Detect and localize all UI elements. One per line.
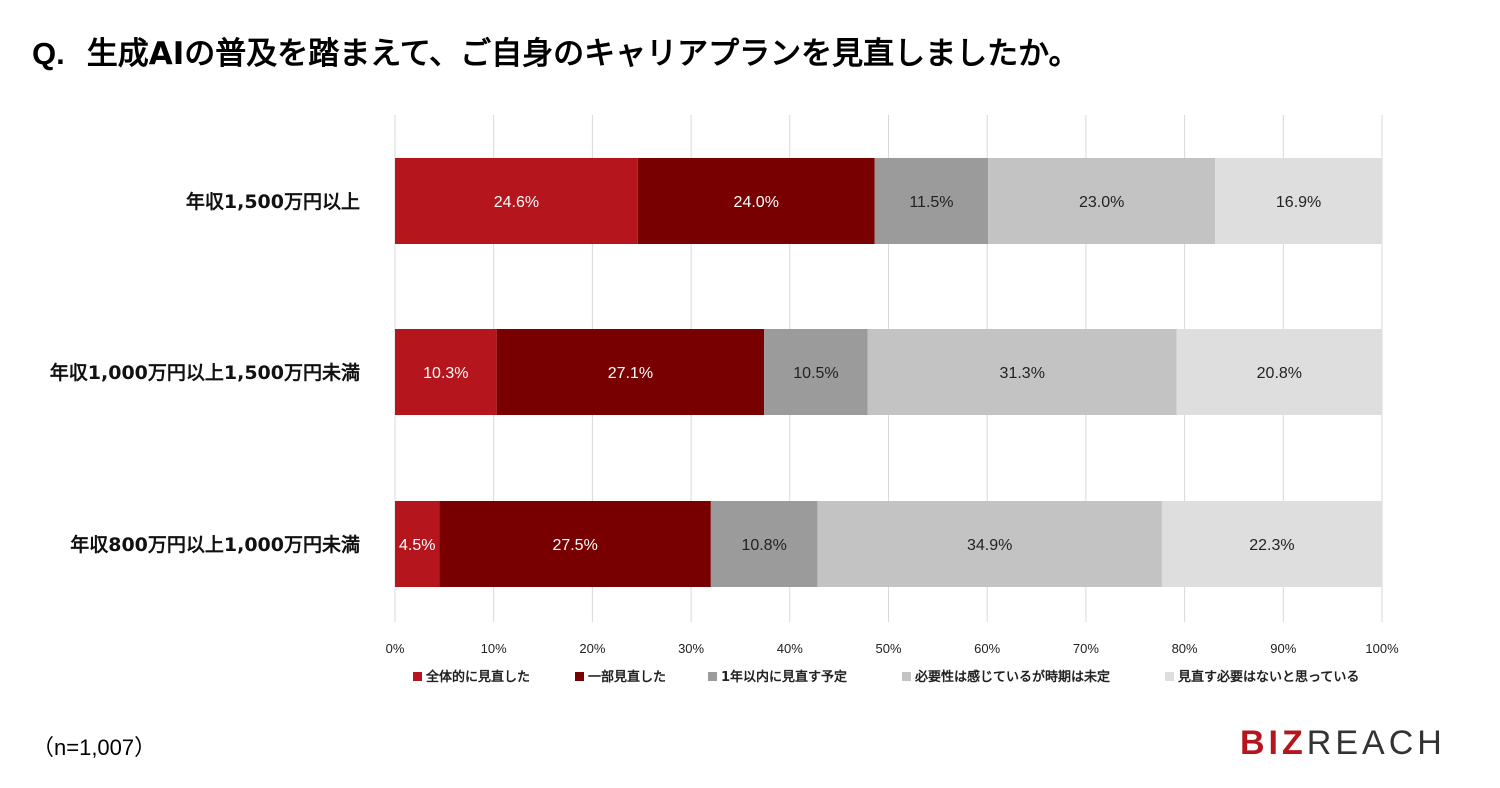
x-tick-label: 0%	[386, 641, 405, 656]
x-tick-label: 30%	[678, 641, 704, 656]
legend-swatch	[575, 672, 584, 681]
logo-biz: BIZ	[1240, 724, 1307, 762]
bizreach-logo: BIZREACH	[1240, 724, 1446, 763]
x-tick-label: 50%	[875, 641, 901, 656]
category-label: 年収800万円以上1,000万円未満	[70, 533, 360, 556]
data-label: 16.9%	[1276, 194, 1321, 211]
legend-swatch	[1165, 672, 1174, 681]
x-tick-label: 70%	[1073, 641, 1099, 656]
legend-label: 一部見直した	[588, 669, 666, 685]
sample-size-note: （n=1,007）	[32, 735, 157, 760]
legend-swatch	[708, 672, 717, 681]
data-label: 34.9%	[967, 537, 1012, 554]
data-label: 27.5%	[552, 537, 597, 554]
category-label: 年収1,000万円以上1,500万円未満	[50, 361, 360, 384]
data-label: 31.3%	[1000, 365, 1045, 382]
bar-segment	[817, 501, 1162, 587]
bar-segment	[874, 158, 989, 244]
data-label: 27.1%	[608, 365, 653, 382]
data-label: 23.0%	[1079, 194, 1124, 211]
data-label: 10.3%	[423, 365, 468, 382]
legend-label: 1年以内に見直す予定	[721, 669, 847, 685]
bar-segment	[637, 158, 875, 244]
data-label: 20.8%	[1257, 365, 1302, 382]
data-label: 24.0%	[734, 194, 779, 211]
question-text: 生成AIの普及を踏まえて、ご自身のキャリアプランを見直しましたか。	[86, 36, 1080, 72]
logo-reach: REAC	[1306, 724, 1418, 762]
data-label: 4.5%	[399, 537, 435, 554]
bar-segment	[1161, 501, 1382, 587]
x-tick-label: 40%	[777, 641, 803, 656]
bar-segment	[764, 329, 868, 415]
bar-segment	[395, 158, 638, 244]
x-tick-label: 100%	[1365, 641, 1399, 656]
category-label: 年収1,500万円以上	[186, 190, 360, 213]
data-label: 22.3%	[1249, 537, 1294, 554]
legend-swatch	[413, 672, 422, 681]
x-tick-label: 90%	[1270, 641, 1296, 656]
bar-segment	[988, 158, 1216, 244]
legend-label: 見直す必要はないと思っている	[1177, 669, 1359, 685]
x-tick-label: 60%	[974, 641, 1000, 656]
bar-segment	[395, 501, 440, 587]
legend-label: 必要性は感じているが時期は未定	[914, 669, 1110, 685]
logo-h: H	[1417, 724, 1446, 762]
bar-segment	[1176, 329, 1382, 415]
data-label: 24.6%	[494, 194, 539, 211]
x-tick-label: 10%	[481, 641, 507, 656]
x-tick-label: 20%	[579, 641, 605, 656]
bar-segment	[395, 329, 497, 415]
bar-segment	[439, 501, 711, 587]
data-label: 10.5%	[793, 365, 838, 382]
x-tick-label: 80%	[1172, 641, 1198, 656]
question-prefix: Q.	[32, 36, 65, 71]
data-label: 11.5%	[909, 194, 953, 211]
legend-label: 全体的に見直した	[425, 669, 530, 685]
data-label: 10.8%	[741, 537, 786, 554]
legend-swatch	[902, 672, 911, 681]
bar-segment	[867, 329, 1177, 415]
bar-segment	[710, 501, 818, 587]
chart-title: Q. 生成AIの普及を踏まえて、ご自身のキャリアプランを見直しましたか。	[32, 28, 1080, 73]
stacked-bar-chart: 0% 10% 20% 30% 40% 50% 60% 70% 80% 90% 100% 年収1,500…	[50, 115, 1399, 685]
bar-segment	[496, 329, 765, 415]
bar-segment	[1215, 158, 1382, 244]
